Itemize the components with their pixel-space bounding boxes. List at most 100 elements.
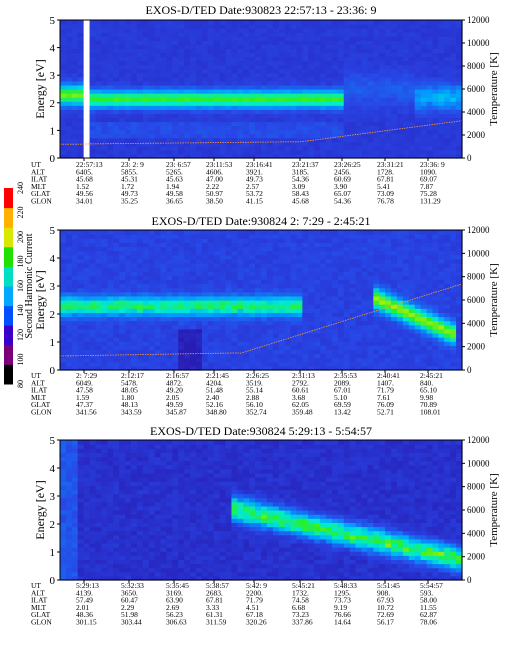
spectrogram-cell: [226, 308, 233, 313]
spectrogram-cell: [427, 234, 434, 239]
spectrogram-cell: [84, 354, 91, 359]
spectrogram-cell: [391, 354, 398, 359]
spectrogram-cell: [237, 238, 244, 243]
spectrogram-cell: [78, 304, 85, 309]
spectrogram-cell: [95, 65, 102, 70]
spectrogram-cell: [178, 345, 185, 350]
spectrogram-cell: [149, 113, 156, 118]
spectrogram-cell: [362, 333, 369, 338]
spectrogram-cell: [137, 146, 144, 151]
spectrogram-cell: [444, 308, 451, 313]
spectrogram-cell: [101, 255, 108, 260]
spectrogram-cell: [243, 57, 250, 62]
spectrogram-cell: [332, 65, 339, 70]
spectrogram-cell: [131, 81, 138, 86]
spectrogram-cell: [172, 333, 179, 338]
spectrogram-cell: [314, 246, 321, 251]
spectrogram-cell: [208, 230, 215, 235]
spectrogram-cell: [409, 288, 416, 293]
spectrogram-cell: [267, 113, 274, 118]
spectrogram-cell: [78, 32, 85, 37]
spectrogram-cell: [273, 267, 280, 272]
spectrogram-cell: [320, 126, 327, 131]
spectrogram-cell: [344, 271, 351, 276]
spectrogram-cell: [379, 40, 386, 45]
spectrogram-cell: [196, 40, 203, 45]
spectrogram-cell: [220, 52, 227, 57]
spectrogram-cell: [113, 304, 120, 309]
spectrogram-cell: [196, 28, 203, 33]
spectrogram-cell: [302, 337, 309, 342]
spectrogram-cell: [438, 296, 445, 301]
spectrogram-cell: [184, 316, 191, 321]
spectrogram-cell: [95, 44, 102, 49]
spectrogram-cell: [178, 65, 185, 70]
spectrogram-cell: [220, 113, 227, 118]
spectrogram-cell: [444, 81, 451, 86]
spectrogram-cell: [285, 341, 292, 346]
spectrogram-cell: [261, 20, 268, 25]
spectrogram-cell: [302, 345, 309, 350]
spectrogram-cell: [367, 251, 374, 256]
spectrogram-cell: [279, 20, 286, 25]
spectrogram-cell: [450, 142, 457, 147]
spectrogram-cell: [279, 117, 286, 122]
spectrogram-cell: [237, 337, 244, 342]
spectrogram-cell: [237, 105, 244, 110]
spectrogram-cell: [113, 316, 120, 321]
spectrogram-cell: [125, 349, 132, 354]
spectrogram-cell: [255, 341, 262, 346]
spectrogram-cell: [285, 321, 292, 326]
spectrogram-cell: [255, 325, 262, 330]
spectrogram-cell: [155, 296, 162, 301]
ephemeris-value: 352.74: [246, 408, 267, 417]
spectrogram-cell: [308, 146, 315, 151]
spectrogram-cell: [285, 77, 292, 82]
spectrogram-cell: [137, 44, 144, 49]
spectrogram-cell: [273, 321, 280, 326]
spectrogram-cell: [84, 44, 91, 49]
spectrogram-cell: [226, 271, 233, 276]
spectrogram-cell: [302, 259, 309, 264]
spectrogram-cell: [78, 44, 85, 49]
spectrogram-cell: [101, 275, 108, 280]
spectrogram-cell: [237, 101, 244, 106]
spectrogram-cell: [362, 69, 369, 74]
spectrogram-cell: [350, 69, 357, 74]
spectrogram-cell: [60, 448, 67, 453]
spectrogram-cell: [66, 456, 73, 461]
spectrogram-cell: [427, 126, 434, 131]
spectrogram-cell: [214, 308, 221, 313]
spectrogram-cell: [172, 101, 179, 106]
spectrogram-cell: [196, 44, 203, 49]
spectrogram-cell: [444, 255, 451, 260]
spectrogram-cell: [350, 362, 357, 367]
spectrogram-cell: [255, 134, 262, 139]
spectrogram-cell: [249, 81, 256, 86]
spectrogram-cell: [101, 40, 108, 45]
spectrogram-cell: [196, 130, 203, 135]
spectrogram-cell: [338, 292, 345, 297]
spectrogram-cell: [438, 126, 445, 131]
spectrogram-cell: [202, 109, 209, 114]
spectrogram-cell: [84, 329, 91, 334]
spectrogram-cell: [190, 32, 197, 37]
spectrogram-cell: [338, 150, 345, 155]
spectrogram-cell: [202, 85, 209, 90]
spectrogram-cell: [285, 230, 292, 235]
spectrogram-cell: [338, 101, 345, 106]
spectrogram-cell: [338, 61, 345, 66]
spectrogram-cell: [397, 296, 404, 301]
spectrogram-cell: [291, 113, 298, 118]
spectrogram-cell: [432, 316, 439, 321]
spectrogram-cell: [344, 234, 351, 239]
spectrogram-cell: [302, 321, 309, 326]
spectrogram-cell: [267, 296, 274, 301]
spectrogram-cell: [450, 81, 457, 86]
spectrogram-cell: [84, 138, 91, 143]
spectrogram-cell: [285, 134, 292, 139]
spectrogram-cell: [125, 69, 132, 74]
spectrogram-cell: [184, 61, 191, 66]
spectrogram-cell: [72, 312, 79, 317]
spectrogram-cell: [415, 246, 422, 251]
